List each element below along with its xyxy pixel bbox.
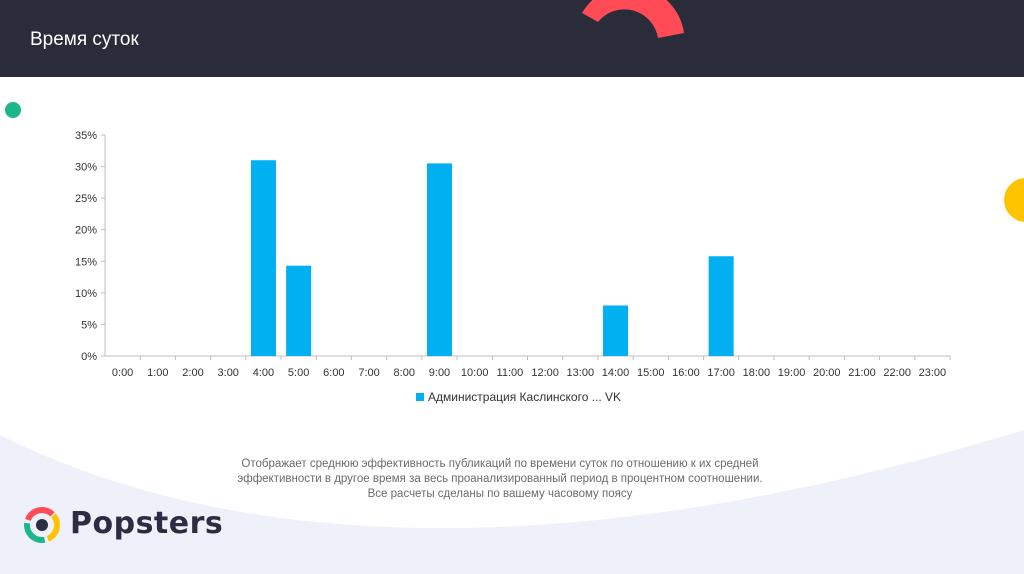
x-tick-label: 19:00 bbox=[778, 367, 806, 379]
bar-9-00 bbox=[426, 163, 452, 356]
x-tick-label: 18:00 bbox=[743, 367, 771, 379]
legend: Администрация Каслинского ... VK bbox=[416, 390, 621, 404]
x-tick-label: 0:00 bbox=[112, 367, 133, 379]
description-line-2: эффективности в другое время за весь про… bbox=[237, 473, 763, 485]
brand-name: Popsters bbox=[70, 506, 224, 541]
y-axis-ticks: 0% 5% 10% 15% 20% 25% 30% 35% bbox=[75, 130, 105, 363]
green-dot bbox=[5, 102, 21, 118]
x-tick-label: 22:00 bbox=[883, 367, 911, 379]
y-tick-label: 35% bbox=[75, 130, 97, 142]
popsters-logo-icon bbox=[24, 507, 60, 543]
y-tick-label: 0% bbox=[81, 351, 97, 363]
x-tick-label: 9:00 bbox=[429, 367, 450, 379]
bars bbox=[250, 160, 734, 356]
legend-label: Администрация Каслинского ... VK bbox=[428, 390, 621, 404]
y-tick-label: 10% bbox=[75, 288, 97, 300]
x-tick-label: 3:00 bbox=[218, 367, 239, 379]
x-tick-label: 5:00 bbox=[288, 367, 309, 379]
x-tick-label: 12:00 bbox=[531, 367, 559, 379]
legend-swatch bbox=[416, 393, 424, 401]
x-tick-label: 21:00 bbox=[848, 367, 876, 379]
bar-5-00 bbox=[286, 265, 312, 356]
page-title: Время суток bbox=[30, 29, 139, 50]
y-tick-label: 15% bbox=[75, 256, 97, 268]
x-tick-label: 20:00 bbox=[813, 367, 841, 379]
description-line-1: Отображает среднюю эффективность публика… bbox=[241, 458, 759, 470]
decorative-arc bbox=[582, 0, 684, 38]
x-tick-label: 23:00 bbox=[919, 367, 947, 379]
x-tick-label: 11:00 bbox=[497, 367, 524, 379]
x-tick-label: 6:00 bbox=[323, 367, 344, 379]
y-tick-label: 20% bbox=[75, 225, 97, 237]
bar-14-00 bbox=[603, 305, 629, 356]
x-tick-label: 8:00 bbox=[394, 367, 415, 379]
x-tick-label: 14:00 bbox=[602, 367, 630, 379]
description-line-3: Все расчеты сделаны по вашему часовому п… bbox=[367, 488, 633, 500]
yellow-half-circle bbox=[1004, 178, 1024, 222]
x-tick-label: 2:00 bbox=[182, 367, 203, 379]
x-tick-label: 15:00 bbox=[637, 367, 665, 379]
x-tick-label: 4:00 bbox=[253, 367, 274, 379]
x-tick-label: 7:00 bbox=[358, 367, 379, 379]
y-tick-label: 5% bbox=[81, 319, 97, 331]
x-tick-label: 13:00 bbox=[567, 367, 595, 379]
chart-description: Отображает среднюю эффективность публика… bbox=[230, 457, 770, 502]
x-tick-label: 1:00 bbox=[147, 367, 168, 379]
y-tick-label: 25% bbox=[75, 193, 97, 205]
header-bar: Время суток bbox=[0, 0, 1024, 77]
x-tick-label: 16:00 bbox=[672, 367, 700, 379]
x-tick-label: 10:00 bbox=[461, 367, 489, 379]
x-axis-ticks: 0:00 1:00 2:00 3:00 4:00 5:00 6:00 7:00 8:00 9:00… bbox=[112, 356, 951, 379]
bar-4-00 bbox=[250, 160, 276, 356]
x-tick-label: 17:00 bbox=[707, 367, 735, 379]
bar-17-00 bbox=[708, 256, 734, 356]
y-tick-label: 30% bbox=[75, 162, 97, 174]
